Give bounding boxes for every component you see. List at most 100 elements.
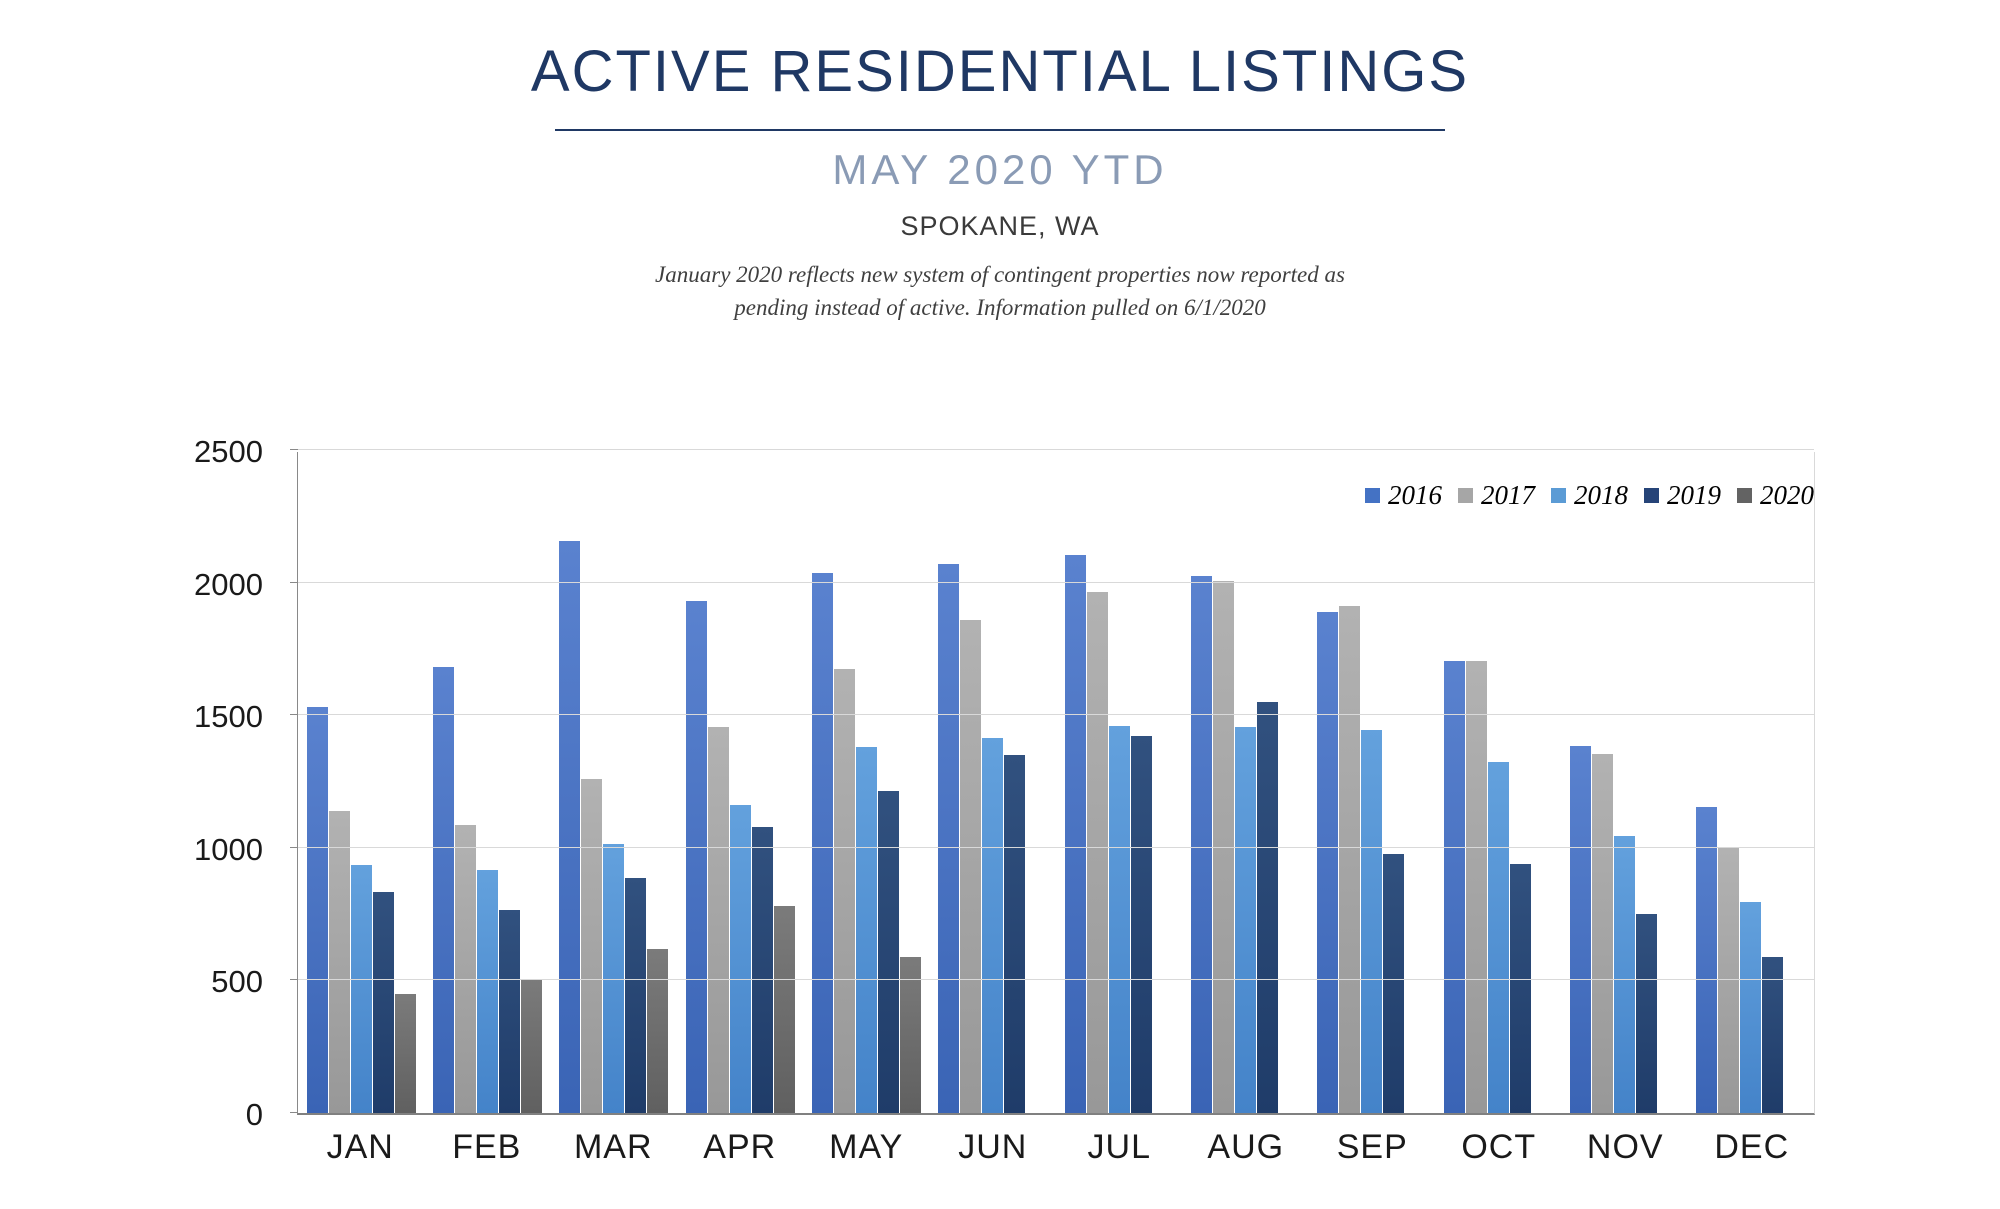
bar-group-apr <box>677 452 803 1113</box>
footnote-line-2: pending instead of active. Information p… <box>734 295 1266 320</box>
x-axis-label-jun: JUN <box>958 1128 1028 1166</box>
bar-group-aug <box>1182 452 1308 1113</box>
bar-2020-jan <box>394 994 416 1113</box>
y-axis-label-2500: 2500 <box>194 434 263 469</box>
bar-2018-dec <box>1740 902 1762 1113</box>
bar-2020-mar <box>647 949 669 1113</box>
bar-2019-apr <box>751 827 773 1113</box>
bar-2017-dec <box>1718 848 1740 1113</box>
gridline-1500 <box>298 714 1814 716</box>
bar-group-oct <box>1435 452 1561 1113</box>
bar-2017-sep <box>1339 606 1361 1113</box>
legend-label-2019: 2019 <box>1667 480 1721 510</box>
x-axis-label-feb: FEB <box>452 1128 522 1166</box>
chart-legend: 2016 2017 2018 2019 2020 <box>1365 480 1814 511</box>
bar-group-may <box>803 452 929 1113</box>
bar-2017-jul <box>1086 592 1108 1113</box>
y-axis-label-1500: 1500 <box>194 699 263 735</box>
bar-2016-nov <box>1569 746 1591 1113</box>
bar-2016-oct <box>1443 661 1465 1113</box>
bar-2017-jan <box>328 811 350 1113</box>
bar-2020-apr <box>773 906 795 1113</box>
x-axis-label-sep: SEP <box>1336 1128 1408 1166</box>
bar-group-mar <box>551 452 677 1113</box>
legend-item-2016: 2016 <box>1365 480 1442 511</box>
x-axis-label-apr: APR <box>703 1128 777 1166</box>
bar-2017-mar <box>581 779 603 1113</box>
gridline-2500 <box>298 449 1814 450</box>
legend-swatch-2019 <box>1644 488 1659 503</box>
bar-2019-jun <box>1004 755 1026 1113</box>
bar-2018-apr <box>729 805 751 1113</box>
bar-group-jun <box>930 452 1056 1113</box>
legend-label-2018: 2018 <box>1574 480 1628 510</box>
y-axis-labels: 0 500 1000 1500 2000 2500 <box>90 434 263 1132</box>
bar-2018-mar <box>603 844 625 1113</box>
bar-2018-aug <box>1234 727 1256 1113</box>
bar-2016-aug <box>1190 576 1212 1113</box>
x-axis-label-may: MAY <box>829 1128 904 1166</box>
bar-2018-jan <box>350 865 372 1113</box>
bar-2016-mar <box>559 541 581 1113</box>
legend-swatch-2017 <box>1458 488 1473 503</box>
page-title: ACTIVE RESIDENTIAL LISTINGS <box>530 39 1470 104</box>
bar-groups <box>298 452 1814 1113</box>
x-axis-label-mar: MAR <box>573 1128 653 1166</box>
bar-2018-oct <box>1487 762 1509 1113</box>
bar-2016-jan <box>306 707 328 1113</box>
bar-2018-jul <box>1108 726 1130 1113</box>
bar-group-feb <box>424 452 550 1113</box>
bar-2019-jan <box>372 892 394 1113</box>
bar-2019-sep <box>1383 854 1405 1113</box>
bar-group-jul <box>1056 452 1182 1113</box>
bar-2016-jul <box>1064 555 1086 1113</box>
bar-2017-apr <box>707 727 729 1113</box>
subtitle: MAY 2020 YTD <box>832 146 1168 193</box>
bar-2018-feb <box>476 870 498 1113</box>
bar-2016-jun <box>938 564 960 1113</box>
bar-2016-sep <box>1317 612 1339 1113</box>
bar-2019-jul <box>1130 736 1152 1113</box>
bar-2020-may <box>899 957 921 1113</box>
legend-item-2018: 2018 <box>1551 480 1628 511</box>
legend-swatch-2018 <box>1551 488 1566 503</box>
y-tick-mark-1000 <box>290 846 298 848</box>
bar-2017-oct <box>1465 661 1487 1113</box>
x-axis-labels: JAN FEB MAR APR MAY JUN JUL AUG SEP OCT NOV DEC <box>297 1128 1815 1167</box>
bar-2019-may <box>877 791 899 1113</box>
bar-2016-feb <box>432 667 454 1113</box>
legend-swatch-2020 <box>1737 488 1752 503</box>
bar-2018-may <box>855 747 877 1113</box>
y-axis-label-1000: 1000 <box>194 831 263 867</box>
legend-label-2016: 2016 <box>1388 480 1442 510</box>
bar-2016-dec <box>1696 807 1718 1113</box>
y-tick-mark-2500 <box>290 449 298 450</box>
location-label: SPOKANE, WA <box>900 211 1100 241</box>
bar-group-jan <box>298 452 424 1113</box>
legend-item-2019: 2019 <box>1644 480 1721 511</box>
bar-2016-apr <box>685 601 707 1113</box>
footnote-line-1: January 2020 reflects new system of cont… <box>655 262 1345 287</box>
bar-group-sep <box>1309 452 1435 1113</box>
bar-2018-jun <box>982 738 1004 1113</box>
gridline-500 <box>298 979 1814 981</box>
bar-2019-aug <box>1256 702 1278 1113</box>
y-axis-label-2000: 2000 <box>194 566 263 602</box>
y-tick-mark-0 <box>290 1112 298 1113</box>
legend-item-2017: 2017 <box>1458 480 1535 511</box>
bar-2019-mar <box>625 878 647 1113</box>
legend-label-2017: 2017 <box>1481 480 1535 510</box>
x-axis-label-dec: DEC <box>1714 1128 1790 1166</box>
bar-2017-nov <box>1591 754 1613 1113</box>
gridline-1000 <box>298 846 1814 848</box>
bar-2017-feb <box>454 825 476 1113</box>
y-axis-label-500: 500 <box>211 964 263 1000</box>
x-axis-label-nov: NOV <box>1586 1128 1664 1166</box>
bar-2019-feb <box>498 910 520 1113</box>
bar-2020-feb <box>520 980 542 1113</box>
y-tick-mark-1500 <box>290 714 298 716</box>
bar-2016-may <box>811 573 833 1113</box>
legend-item-2020: 2020 <box>1737 480 1814 511</box>
bar-2018-nov <box>1613 836 1635 1113</box>
